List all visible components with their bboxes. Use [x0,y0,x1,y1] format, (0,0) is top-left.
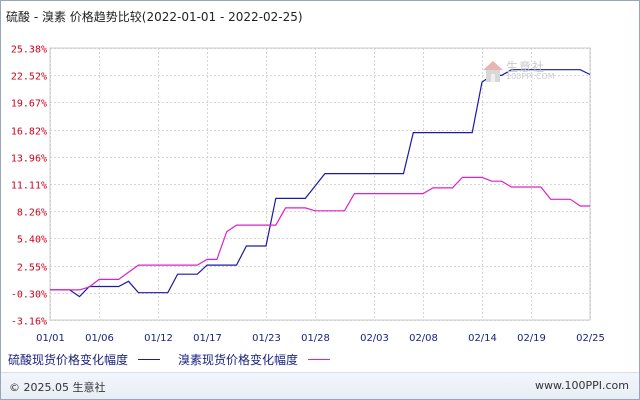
y-tick-label: 5.40% [17,235,47,246]
series-line-1 [50,69,591,298]
plot-border [49,47,591,321]
axis-layer [49,47,591,321]
legend: 硫酸现货价格变化幅度 溴素现货价格变化幅度 [8,350,348,368]
x-tick-label: 02/14 [468,333,497,344]
x-tick-label: 01/23 [252,333,281,344]
y-tick-label: 25.38% [11,45,47,56]
y-tick-label: -0.30% [11,290,47,301]
legend-item-bromine: 溴素现货价格变化幅度 [178,351,331,368]
series-layer [50,69,591,298]
legend-label: 溴素现货价格变化幅度 [178,352,299,367]
y-tick-label: 8.26% [17,208,47,219]
x-tick-label: 01/06 [85,333,114,344]
x-tick-label: 01/28 [301,333,330,344]
x-tick-label: 01/01 [36,333,65,344]
watermark-text: 生意社 [506,60,546,74]
y-tick-label: 2.55% [17,263,47,274]
x-tick-label: 01/12 [144,333,173,344]
copyright-text: © 2025.05 生意社 [9,381,106,394]
y-tick-label: -3.16% [11,317,47,328]
legend-swatch-series-2 [308,358,331,360]
series-line-2 [50,176,590,291]
legend-label: 硫酸现货价格变化幅度 [8,352,129,367]
x-tick-label: 02/08 [409,333,438,344]
footer-bar: © 2025.05 生意社 www.100PPI.com [1,372,639,399]
watermark-url: 100PPI.COM [506,72,555,81]
chart-title: 硫酸 - 溴素 价格趋势比较(2022-01-01 - 2022-02-25) [6,10,303,24]
x-tick-label: 02/25 [576,333,605,344]
watermark: 生意社 100PPI.COM [482,58,555,86]
x-tick-label: 02/19 [517,333,546,344]
house-logo-icon [483,61,503,82]
y-tick-label: 22.52% [11,72,47,83]
tick-labels: 25.38% 22.52% 19.67% 16.82% 13.96% 11.11% 8.26… [11,45,605,345]
y-tick-label: 11.11% [11,181,47,192]
x-tick-label: 02/03 [360,333,389,344]
y-tick-label: 13.96% [11,154,47,165]
y-tick-label: 19.67% [11,99,47,110]
x-tick-label: 01/17 [193,333,222,344]
legend-item-sulfuric-acid: 硫酸现货价格变化幅度 [8,351,161,368]
grid-layer [50,48,591,321]
legend-swatch-series-1 [138,358,161,360]
y-tick-label: 16.82% [11,127,47,138]
site-link[interactable]: www.100PPI.com [535,379,629,392]
